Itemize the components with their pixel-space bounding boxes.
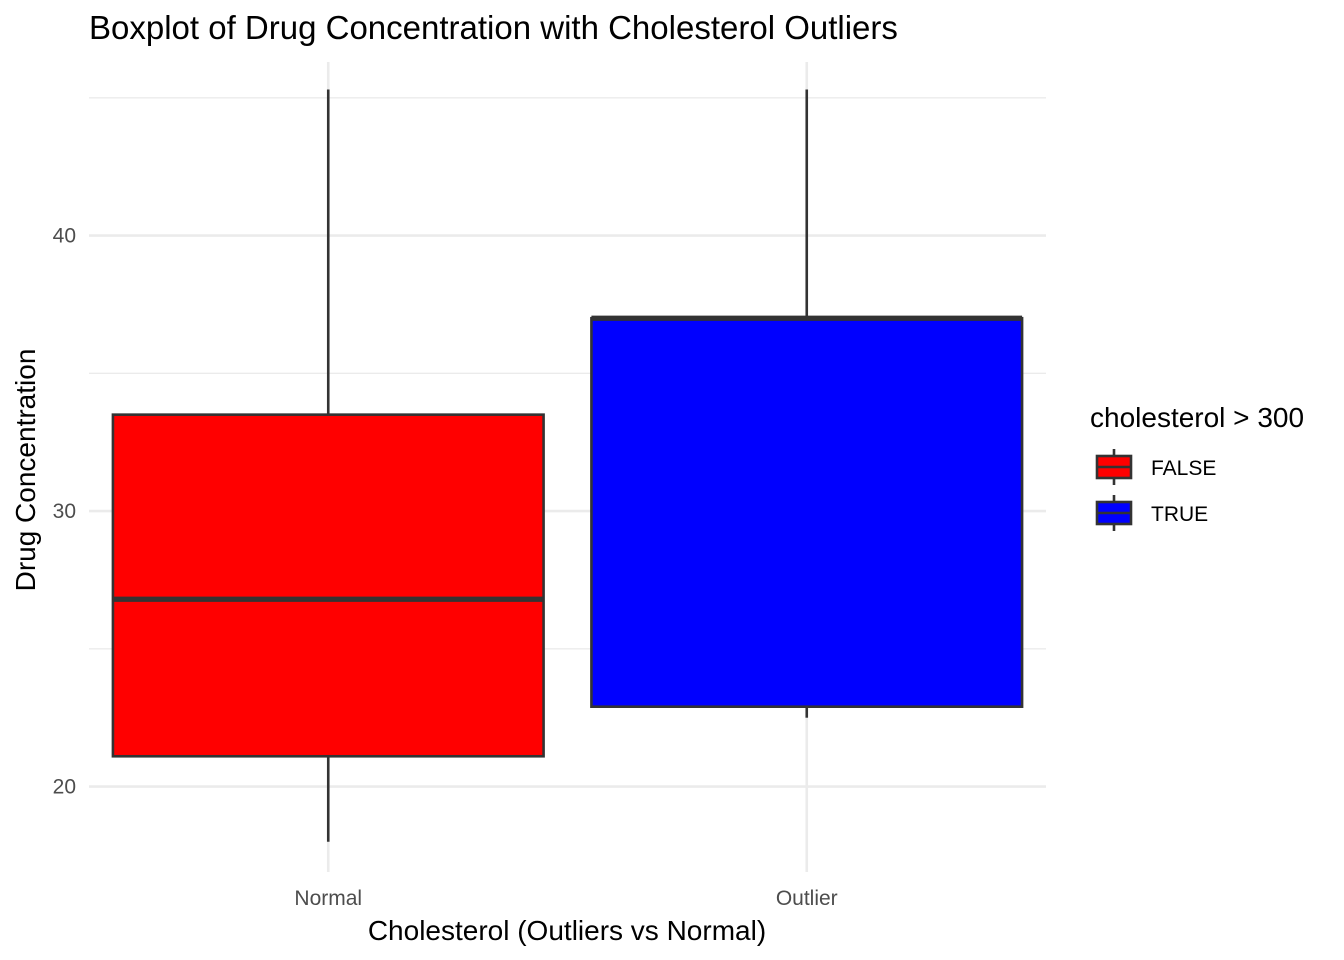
- y-tick-label: 40: [53, 225, 76, 248]
- legend-title: cholesterol > 300: [1090, 402, 1304, 433]
- legend-label: FALSE: [1151, 457, 1216, 480]
- legend-label: TRUE: [1151, 503, 1208, 526]
- y-axis-title: Drug Concentration: [10, 349, 41, 592]
- x-tick-label: Outlier: [776, 887, 838, 910]
- y-tick-labels: 20 30 40: [53, 225, 76, 799]
- y-tick-label: 20: [53, 776, 76, 799]
- box-normal: [111, 89, 545, 842]
- box-body: [590, 316, 1024, 708]
- box-outlier: [590, 89, 1024, 718]
- x-axis-title: Cholesterol (Outliers vs Normal): [368, 915, 766, 946]
- legend-entries: FALSE TRUE: [1095, 449, 1216, 531]
- legend: cholesterol > 300 FALSE TRUE: [1090, 402, 1304, 531]
- legend-entry: TRUE: [1095, 495, 1208, 531]
- y-tick-label: 30: [53, 500, 76, 523]
- legend-entry: FALSE: [1095, 449, 1216, 485]
- chart-title: Boxplot of Drug Concentration with Chole…: [89, 9, 898, 46]
- x-tick-labels: Normal Outlier: [294, 887, 837, 910]
- box-layer: [111, 89, 1024, 842]
- x-tick-label: Normal: [294, 887, 362, 910]
- box-body: [111, 413, 545, 758]
